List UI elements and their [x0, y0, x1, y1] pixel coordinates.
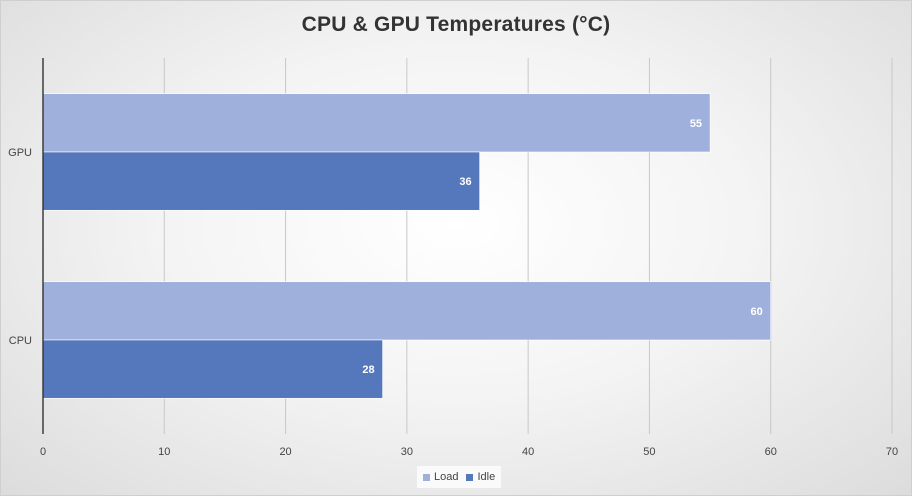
data-label-gpu-load: 55	[690, 118, 702, 130]
bar-cpu-load	[42, 281, 772, 341]
x-tick-label-10: 10	[158, 446, 170, 458]
legend-swatch-idle	[466, 473, 474, 481]
data-label-cpu-idle: 28	[362, 364, 374, 376]
x-tick-label-50: 50	[643, 446, 655, 458]
x-tick-label-0: 0	[40, 446, 46, 458]
bar-gpu-load	[42, 93, 711, 153]
x-tick-label-70: 70	[886, 446, 898, 458]
legend-label-idle: Idle	[477, 471, 496, 483]
x-tick-label-40: 40	[522, 446, 534, 458]
bar-cpu-idle	[42, 339, 383, 399]
category-label-gpu: GPU	[8, 147, 32, 159]
category-label-cpu: CPU	[9, 335, 32, 347]
data-label-cpu-load: 60	[750, 306, 762, 318]
legend-item-load: Load	[423, 471, 458, 483]
x-tick-label-30: 30	[401, 446, 413, 458]
chart-legend: Load Idle	[417, 466, 502, 488]
chart-title: CPU & GPU Temperatures (°C)	[301, 13, 611, 36]
bar-gpu-idle	[42, 151, 480, 211]
legend-item-idle: Idle	[466, 471, 495, 483]
data-label-gpu-idle: 36	[459, 176, 471, 188]
x-tick-label-60: 60	[765, 446, 777, 458]
legend-label-load: Load	[434, 471, 459, 483]
x-tick-label-20: 20	[279, 446, 291, 458]
legend-swatch-load	[423, 473, 430, 481]
